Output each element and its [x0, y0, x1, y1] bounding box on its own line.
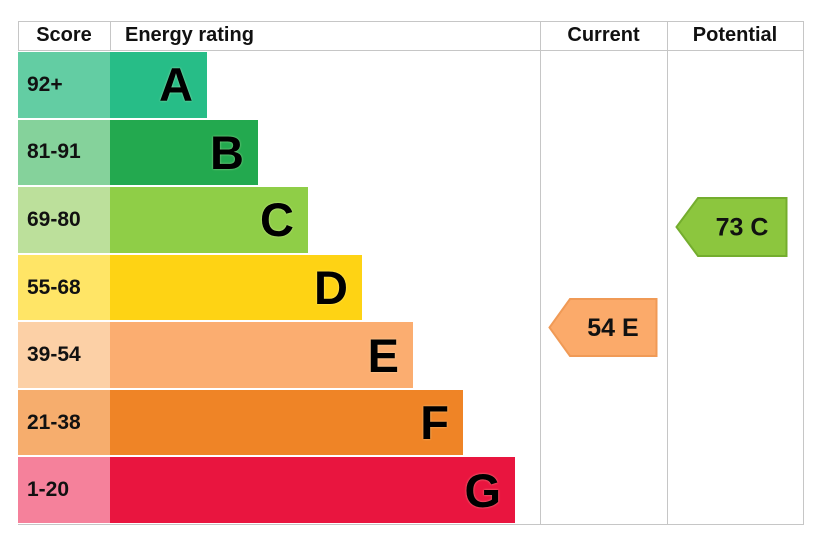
- band-rating-bar: G: [110, 457, 515, 524]
- potential-arrow-shape: [675, 197, 788, 257]
- potential-rating-label: 73 C: [716, 214, 769, 242]
- header-left-border: [18, 21, 19, 50]
- current-arrow-shape: [548, 298, 658, 357]
- band-score-range: 69-80: [18, 187, 110, 253]
- band-rating-bar: D: [110, 254, 362, 321]
- band-rating-bar: F: [110, 389, 463, 456]
- energy-rating-column-header: Energy rating: [125, 24, 254, 46]
- band-rating-bar: C: [110, 187, 308, 253]
- table-top-border: [18, 21, 804, 22]
- potential-column-divider: [667, 21, 668, 525]
- band-score-range: 55-68: [18, 254, 110, 321]
- band-row: 55-68 D: [18, 254, 540, 321]
- band-row: 92+ A: [18, 52, 540, 118]
- table-right-border: [803, 21, 804, 525]
- band-row: 1-20 G: [18, 457, 540, 524]
- band-row: 21-38 F: [18, 389, 540, 456]
- current-column-divider: [540, 21, 541, 525]
- band-score-range: 39-54: [18, 322, 110, 388]
- band-row: 69-80 C: [18, 187, 540, 253]
- current-rating-arrow: 54 E: [548, 298, 658, 357]
- current-rating-label: 54 E: [587, 314, 638, 342]
- band-score-range: 1-20: [18, 457, 110, 524]
- band-score-range: 21-38: [18, 389, 110, 456]
- band-rating-bar: B: [110, 119, 258, 186]
- band-rating-bar: E: [110, 322, 413, 388]
- score-column-header: Score: [36, 24, 92, 46]
- table-bottom-border: [18, 524, 804, 525]
- band-row: 39-54 E: [18, 322, 540, 388]
- rating-bands: 92+ A 81-91 B 69-80 C 55-68 D 39-54 E 21…: [18, 52, 540, 524]
- potential-column-header: Potential: [692, 24, 778, 46]
- band-rating-bar: A: [110, 52, 207, 118]
- potential-rating-arrow: 73 C: [675, 197, 788, 257]
- band-score-range: 81-91: [18, 119, 110, 186]
- band-score-range: 92+: [18, 52, 110, 118]
- band-row: 81-91 B: [18, 119, 540, 186]
- header-bottom-border: [18, 50, 804, 51]
- header-score-divider: [110, 21, 111, 50]
- current-column-header: Current: [567, 24, 640, 46]
